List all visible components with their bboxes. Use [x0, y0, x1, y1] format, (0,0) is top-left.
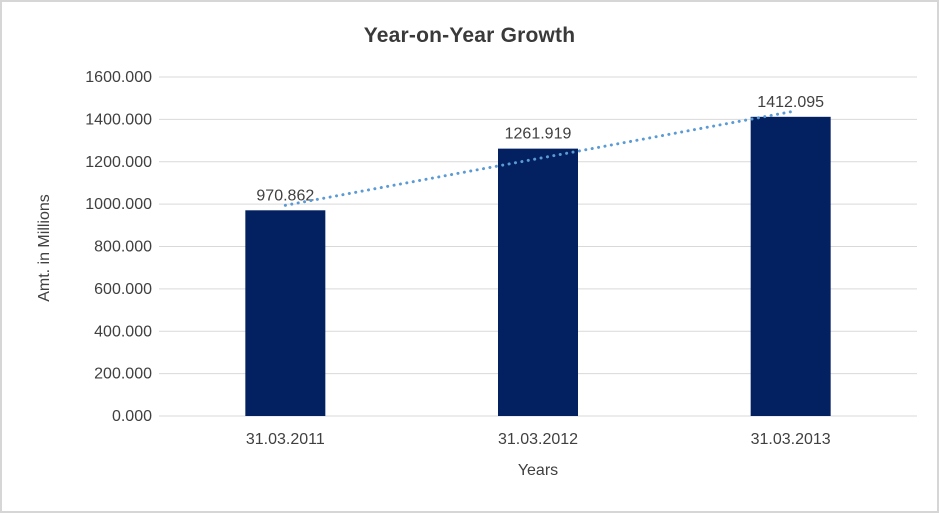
- y-tick-label: 1000.000: [85, 196, 152, 213]
- y-tick-label: 1600.000: [85, 69, 152, 86]
- y-tick-label: 1400.000: [85, 111, 152, 128]
- y-tick-label: 0.000: [112, 408, 152, 425]
- bar: [245, 210, 326, 416]
- bar-data-label: 1261.919: [505, 126, 572, 143]
- x-tick-label: 31.03.2013: [751, 431, 831, 448]
- x-tick-label: 31.03.2011: [246, 431, 325, 448]
- y-tick-label: 400.000: [94, 323, 152, 340]
- y-tick-label: 800.000: [94, 239, 152, 256]
- y-tick-label: 200.000: [94, 366, 152, 383]
- x-axis-title: Years: [517, 462, 559, 479]
- trendline: [283, 110, 793, 207]
- x-tick-label: 31.03.2012: [498, 431, 578, 448]
- bar: [750, 116, 831, 416]
- y-tick-label: 600.000: [94, 281, 152, 298]
- bar-data-label: 970.862: [256, 187, 314, 204]
- chart-title: Year-on-Year Growth: [363, 24, 576, 47]
- y-tick-label: 1200.000: [85, 154, 152, 171]
- bar: [498, 148, 578, 416]
- bar-data-label: 1412.095: [757, 94, 824, 111]
